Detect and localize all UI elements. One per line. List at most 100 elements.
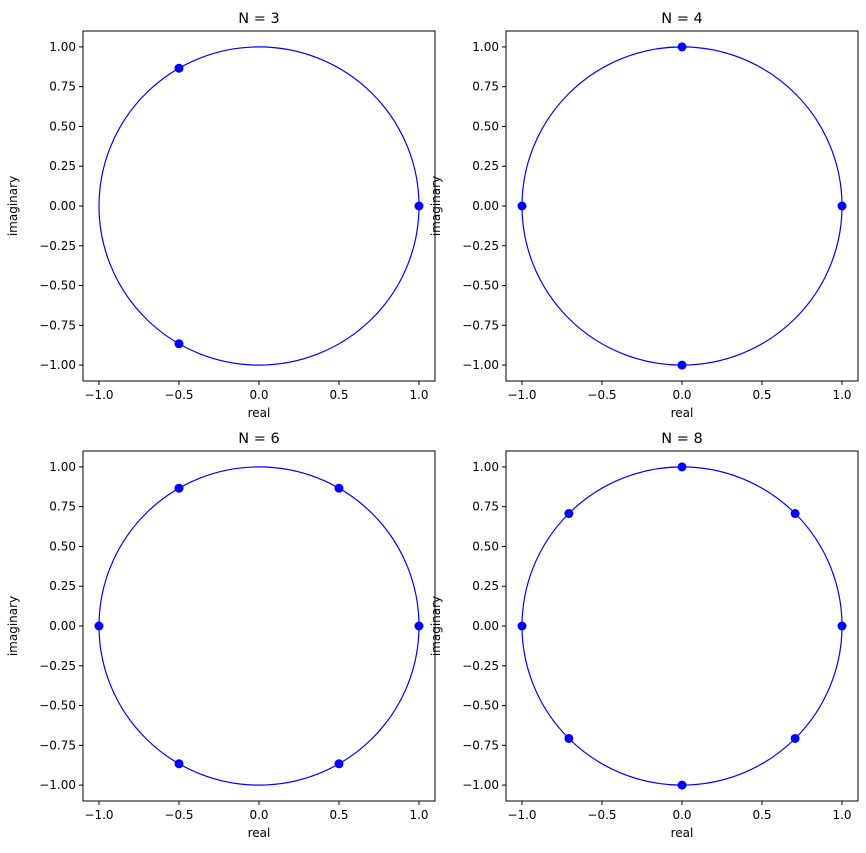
y-tick-label: 1.00 (472, 460, 499, 474)
y-tick-label: −0.75 (462, 318, 499, 332)
root-point (517, 621, 527, 631)
x-axis-label: real (671, 406, 694, 420)
root-point (334, 483, 344, 493)
x-tick-label: 1.0 (832, 388, 851, 402)
root-point (564, 509, 574, 519)
y-tick-label: 0.75 (472, 500, 499, 514)
axes-frame (82, 30, 436, 382)
unit-circle (98, 46, 420, 366)
root-point (174, 63, 184, 73)
subplot-2: N = 4 −1.0 −0.5 0.0 0.5 1.0 −1.00 −0.75 −0.50 −0.… (429, 11, 859, 420)
x-tick-label: −0.5 (587, 388, 616, 402)
x-tick-label: −1.0 (84, 388, 113, 402)
x-tick-label: −1.0 (507, 388, 536, 402)
subplot-title: N = 4 (661, 11, 702, 27)
y-tick-label: 0.75 (49, 500, 76, 514)
root-point (174, 759, 184, 769)
subplot-1: N = 3 −1.0 −0.5 0.0 0.5 1.0 −1.00 −0.75 −0.50 −0.… (6, 11, 436, 420)
y-tick-label: 0.50 (472, 539, 499, 553)
y-tick-label: −0.50 (39, 279, 76, 293)
subplot-title: N = 6 (238, 431, 279, 447)
y-tick-label: −0.75 (39, 318, 76, 332)
y-tick-label: −1.00 (39, 358, 76, 372)
y-axis-label: imaginary (6, 596, 20, 656)
x-tick-label: −0.5 (164, 808, 193, 822)
root-point (837, 621, 847, 631)
y-tick-label: 0.75 (49, 80, 76, 94)
root-point (414, 201, 424, 211)
x-tick-label: 0.5 (329, 388, 348, 402)
x-tick-label: 1.0 (409, 388, 428, 402)
x-tick-label: 1.0 (409, 808, 428, 822)
root-point (94, 621, 104, 631)
x-tick-label: −1.0 (507, 808, 536, 822)
y-tick-label: −1.00 (462, 778, 499, 792)
subplot-4: N = 8 −1.0 −0.5 0.0 0.5 1.0 −1.00 −0.75 −0.50 −0.… (429, 431, 859, 840)
root-point (677, 360, 687, 370)
x-tick-label: 0.0 (672, 388, 691, 402)
y-tick-label: −0.50 (39, 699, 76, 713)
root-point (790, 509, 800, 519)
y-tick-label: 0.50 (49, 119, 76, 133)
y-tick-label: 1.00 (49, 460, 76, 474)
y-tick-label: −0.25 (462, 659, 499, 673)
root-point (677, 462, 687, 472)
x-tick-label: −1.0 (84, 808, 113, 822)
y-axis-label: imaginary (6, 176, 20, 236)
y-tick-label: 0.25 (472, 159, 499, 173)
y-tick-label: 0.25 (472, 579, 499, 593)
y-tick-label: 1.00 (49, 40, 76, 54)
subplot-title: N = 3 (238, 11, 279, 27)
root-point (677, 42, 687, 52)
x-tick-label: 0.0 (672, 808, 691, 822)
y-tick-label: −0.50 (462, 699, 499, 713)
y-tick-label: −1.00 (462, 358, 499, 372)
root-point (414, 621, 424, 631)
y-tick-label: 0.50 (49, 539, 76, 553)
unit-circle (521, 46, 843, 366)
subplot-title: N = 8 (661, 431, 702, 447)
root-point (517, 201, 527, 211)
x-axis-label: real (248, 406, 271, 420)
y-axis-label: imaginary (429, 596, 443, 656)
x-tick-label: −0.5 (587, 808, 616, 822)
y-tick-label: 1.00 (472, 40, 499, 54)
root-point (174, 483, 184, 493)
subplot-3: N = 6 −1.0 −0.5 0.0 0.5 1.0 −1.00 −0.75 −0.50 −0.… (6, 431, 436, 840)
y-tick-label: −1.00 (39, 778, 76, 792)
root-point (837, 201, 847, 211)
root-point (334, 759, 344, 769)
axes-frame (505, 30, 859, 382)
x-tick-label: 0.0 (249, 808, 268, 822)
y-tick-label: 0.00 (49, 619, 76, 633)
axes-frame (505, 450, 859, 802)
x-tick-label: 0.5 (752, 808, 771, 822)
x-tick-label: 0.5 (329, 808, 348, 822)
y-tick-label: 0.00 (472, 199, 499, 213)
x-tick-label: 0.5 (752, 388, 771, 402)
y-tick-label: −0.75 (462, 738, 499, 752)
root-point (564, 733, 574, 743)
y-tick-label: −0.25 (462, 239, 499, 253)
x-tick-label: 0.0 (249, 388, 268, 402)
y-tick-label: 0.00 (49, 199, 76, 213)
root-point (790, 733, 800, 743)
root-point (174, 339, 184, 349)
y-tick-label: 0.25 (49, 159, 76, 173)
y-tick-label: −0.50 (462, 279, 499, 293)
unit-circle (98, 466, 420, 786)
y-tick-label: 0.50 (472, 119, 499, 133)
y-tick-label: −0.25 (39, 659, 76, 673)
root-point (677, 780, 687, 790)
x-tick-label: −0.5 (164, 388, 193, 402)
axes-frame (82, 450, 436, 802)
y-tick-label: −0.25 (39, 239, 76, 253)
y-tick-label: −0.75 (39, 738, 76, 752)
y-axis-label: imaginary (429, 176, 443, 236)
x-axis-label: real (248, 826, 271, 840)
x-tick-label: 1.0 (832, 808, 851, 822)
x-axis-label: real (671, 826, 694, 840)
y-tick-label: 0.25 (49, 579, 76, 593)
y-tick-label: 0.75 (472, 80, 499, 94)
